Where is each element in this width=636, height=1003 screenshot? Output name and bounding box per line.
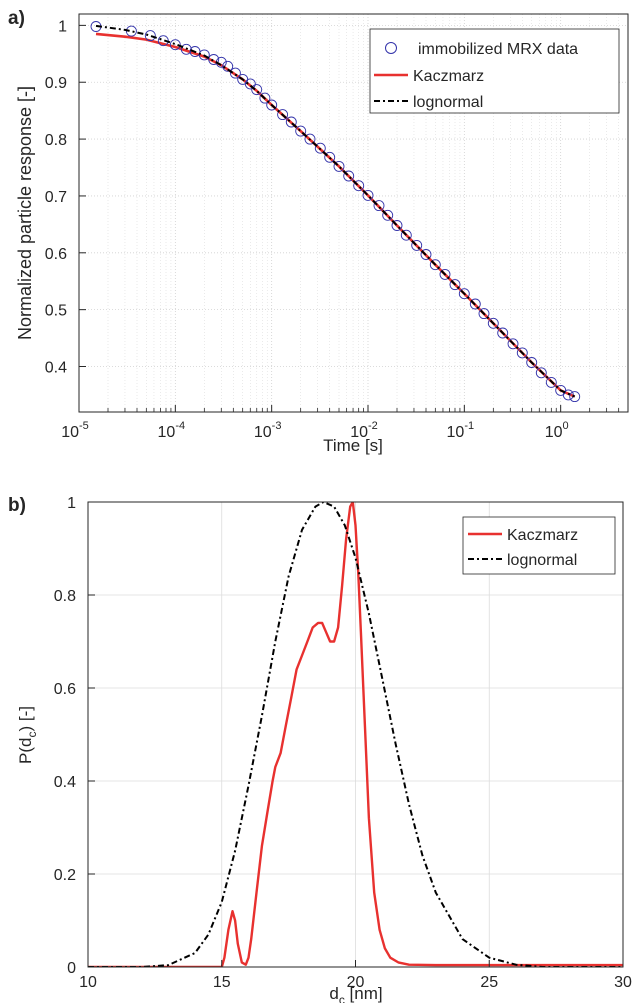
panel-a-y-tick-label: 0.7 [45, 189, 67, 206]
panel-a-x-tick-label: 10-2 [350, 420, 378, 441]
data-point-mrx [180, 43, 192, 55]
data-point-mrx [259, 92, 271, 104]
panel-a-x-tick-labels: 10-5 10-4 10-3 10-2 10-1 100 [61, 420, 568, 441]
panel-a-y-tick-label: 0.5 [45, 303, 67, 320]
panel-a-y-tick-label: 0.8 [45, 132, 67, 149]
panel-a-axes-box [78, 13, 629, 413]
legend-label-kaczmarz-b: Kaczmarz [507, 527, 578, 544]
panel-b-y-axis-label: P(dc) [-] [16, 706, 39, 764]
data-point-mrx [382, 209, 394, 221]
legend-marker-mrx-data [385, 42, 397, 54]
panel-a-y-tick-label: 1 [58, 18, 67, 35]
panel-b-chart: b) 10 15 20 25 30 0 0.2 0.4 0.6 0.8 1 dc [nm] P(d… [8, 495, 632, 1003]
data-point-mrx [285, 116, 297, 128]
data-point-mrx [535, 367, 547, 379]
data-point-mrx [429, 259, 441, 271]
panel-a-y-tick-label: 0.4 [45, 360, 67, 377]
data-point-mrx [487, 317, 499, 329]
panel-a-ticks [78, 24, 562, 412]
data-point-mrx [295, 125, 307, 137]
data-point-mrx [251, 84, 263, 96]
data-point-mrx [169, 39, 181, 51]
data-point-mrx [189, 46, 201, 57]
panel-b-x-tick-label: 30 [614, 974, 632, 991]
panel-b-y-tick-label: 0 [67, 960, 76, 977]
panel-b-x-tick-label: 10 [79, 974, 97, 991]
panel-b-x-tick-label: 15 [213, 974, 231, 991]
legend-label-lognormal-b: lognormal [507, 552, 577, 569]
panel-b-x-axis-label: dc [nm] [329, 984, 382, 1003]
panel-a-y-axis-label: Normalized particle response [-] [15, 86, 35, 340]
panel-b-x-tick-label: 20 [347, 974, 365, 991]
data-point-mrx [507, 338, 519, 350]
series-line-lognormal-a [95, 24, 576, 398]
data-point-mrx [304, 133, 316, 145]
panel-a-chart: a) 10-5 10-4 10-3 10-2 10-1 100 0.40.50.60.70… [8, 8, 629, 455]
data-point-mrx [324, 151, 336, 163]
panel-b-x-tick-label: 25 [480, 974, 498, 991]
panel-b-y-tick-label: 0.2 [54, 867, 76, 884]
panel-a-y-tick-label: 0.9 [45, 75, 67, 92]
legend-label-kaczmarz-a: Kaczmarz [413, 68, 484, 85]
panel-b-y-tick-label: 0.4 [54, 774, 76, 791]
panel-b-y-tick-label: 1 [67, 495, 76, 512]
data-point-mrx [314, 142, 326, 154]
data-point-mrx [229, 67, 241, 79]
panel-a-y-tick-label: 0.6 [45, 246, 67, 263]
legend-label-lognormal-a: lognormal [413, 94, 483, 111]
data-point-mrx [391, 220, 403, 231]
panel-a-legend-box [369, 28, 620, 114]
data-point-mrx [420, 249, 432, 260]
data-point-mrx [373, 200, 385, 212]
data-point-mrx [343, 170, 355, 182]
panel-a-x-tick-label: 10-1 [447, 420, 475, 441]
panel-b-legend-box [462, 516, 616, 575]
data-point-mrx [353, 180, 365, 192]
panel-b-x-tick-labels: 10 15 20 25 30 [79, 974, 632, 991]
panel-b-ticks [87, 501, 624, 968]
panel-a-x-tick-label: 100 [545, 420, 569, 441]
panel-a-x-tick-label: 10-3 [254, 420, 282, 441]
panel-a-x-tick-label: 10-4 [158, 420, 186, 441]
panel-b-legend: Kaczmarz lognormal [462, 516, 616, 575]
panel-a-series-layer [90, 21, 581, 403]
data-point-mrx [497, 327, 509, 339]
data-point-mrx [458, 288, 470, 300]
panel-b-y-tick-labels: 0 0.2 0.4 0.6 0.8 1 [54, 495, 76, 977]
data-point-mrx [277, 109, 289, 121]
data-point-mrx [545, 376, 557, 388]
panel-a-legend: immobilized MRX data Kaczmarz lognormal [369, 28, 620, 114]
panel-b-y-tick-label: 0.6 [54, 681, 76, 698]
panel-b-series-layer [88, 502, 623, 967]
data-point-mrx [244, 78, 256, 90]
data-point-mrx [516, 347, 528, 359]
data-point-mrx [157, 35, 169, 47]
data-point-mrx [469, 298, 481, 310]
series-line-kaczmarz-b [88, 502, 623, 967]
data-point-mrx [411, 239, 423, 251]
data-point-mrx [400, 229, 412, 241]
data-point-mrx [198, 49, 210, 61]
data-point-mrx [449, 279, 461, 291]
panel-b-y-tick-label: 0.8 [54, 588, 76, 605]
data-point-mrx [333, 160, 345, 172]
data-point-mrx [526, 357, 538, 368]
data-point-mrx [144, 30, 156, 42]
data-point-mrx [208, 54, 220, 65]
data-point-mrx [569, 391, 581, 403]
legend-label-mrx-data: immobilized MRX data [418, 41, 578, 58]
panel-a-label: a) [8, 8, 25, 29]
panel-a-y-tick-labels: 0.4 0.5 0.6 0.7 0.8 0.9 1 [45, 18, 67, 376]
panel-b-label: b) [8, 495, 26, 516]
panel-a-x-tick-label: 10-5 [61, 420, 89, 441]
data-point-mrx [439, 268, 451, 280]
data-point-mrx [266, 99, 278, 111]
data-point-mrx [478, 308, 490, 320]
data-point-mrx [222, 60, 234, 72]
series-line-lognormal-b [88, 502, 623, 967]
data-point-mrx [362, 189, 374, 201]
panel-a-x-axis-label: Time [s] [323, 436, 383, 455]
